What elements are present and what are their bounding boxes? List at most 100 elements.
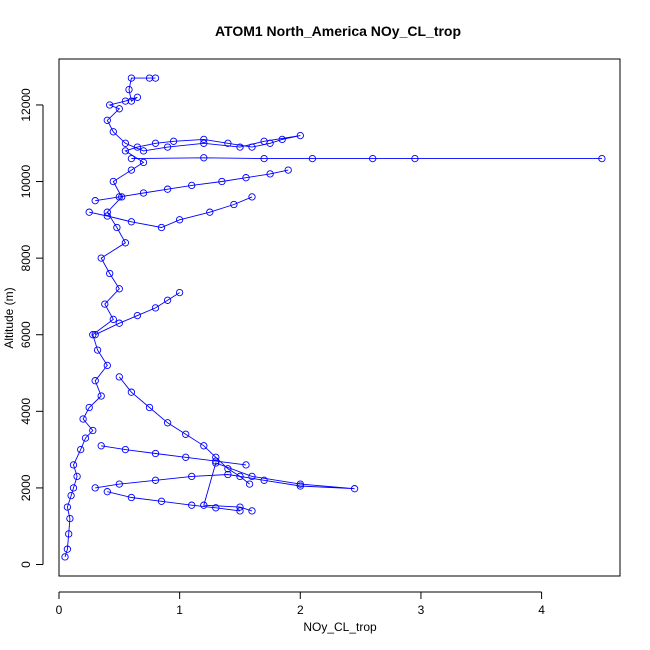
data-point [260, 476, 268, 484]
data-point [91, 377, 99, 385]
data-point [188, 501, 196, 509]
data-point [248, 507, 256, 515]
data-point [85, 403, 93, 412]
series-9 [91, 288, 184, 339]
series-3 [103, 488, 244, 515]
data-point [151, 449, 160, 458]
data-point [350, 485, 359, 493]
data-point [66, 514, 74, 523]
series-line [89, 196, 253, 228]
data-point [113, 223, 121, 232]
series-layer [61, 74, 606, 561]
data-point [127, 166, 136, 174]
data-point [103, 208, 111, 216]
y-tick-label: 0 [19, 561, 33, 568]
data-point [115, 319, 123, 327]
data-point [101, 300, 109, 308]
data-point [157, 497, 166, 505]
data-point [169, 137, 178, 145]
series-2 [91, 459, 359, 515]
data-point [151, 139, 160, 147]
data-point [151, 304, 160, 312]
data-point [224, 139, 232, 147]
data-point [151, 476, 160, 484]
series-line [107, 491, 241, 512]
series-7 [127, 154, 606, 163]
data-point [115, 285, 123, 293]
data-point [212, 453, 220, 461]
series-5 [85, 193, 256, 232]
data-point [163, 296, 172, 304]
y-tick-label: 6000 [19, 321, 33, 348]
data-point [163, 419, 172, 427]
data-point [91, 484, 99, 492]
data-point [411, 154, 419, 163]
data-point [224, 465, 232, 473]
data-point [212, 504, 220, 512]
data-point [106, 269, 114, 278]
data-point [91, 331, 99, 339]
data-point [248, 193, 256, 201]
chart-title: ATOM1 North_America NOy_CL_trop [215, 23, 461, 39]
data-point [369, 154, 377, 163]
data-point [212, 459, 220, 467]
data-point [89, 426, 97, 435]
plot-frame [58, 58, 621, 577]
x-tick-label: 2 [297, 603, 304, 617]
data-point [242, 174, 250, 182]
data-point [296, 131, 304, 140]
data-point [139, 189, 148, 197]
data-point [127, 154, 136, 163]
data-point [127, 388, 136, 396]
data-point [115, 480, 123, 488]
data-point [97, 392, 105, 400]
y-tick-label: 8000 [19, 244, 33, 271]
data-point [69, 484, 78, 492]
data-point [230, 200, 238, 209]
data-point [175, 216, 184, 224]
data-point [121, 239, 130, 247]
data-point [236, 472, 244, 481]
data-point [236, 507, 244, 515]
data-point [296, 480, 304, 488]
data-point [133, 93, 142, 101]
data-point [127, 493, 136, 502]
x-tick-label: 1 [176, 603, 183, 617]
data-point [103, 116, 111, 124]
data-point [109, 177, 117, 186]
series-4 [97, 442, 250, 469]
data-point [248, 472, 256, 481]
data-point [69, 461, 78, 469]
data-point [139, 147, 148, 155]
data-point [85, 208, 93, 216]
data-point [163, 143, 172, 151]
data-point [296, 482, 304, 490]
y-tick-label: 4000 [19, 398, 33, 425]
series-8 [115, 373, 254, 488]
data-point [245, 480, 254, 488]
x-tick-label: 0 [56, 603, 63, 617]
data-point [260, 137, 268, 145]
y-tick-label: 10000 [19, 165, 33, 199]
data-point [67, 491, 75, 500]
series-line [95, 292, 180, 336]
data-point [163, 185, 172, 193]
data-point [308, 154, 317, 163]
data-point [61, 553, 69, 561]
data-point [77, 445, 85, 454]
data-point [248, 143, 256, 151]
series-line [95, 462, 355, 512]
data-point [224, 470, 232, 479]
data-point [218, 177, 226, 186]
data-point [278, 135, 286, 144]
data-point [133, 311, 142, 320]
data-point [139, 158, 148, 167]
data-point [79, 415, 87, 423]
y-axis: 0 2000 4000 6000 8000 10000 12000 [19, 88, 44, 568]
data-point [206, 208, 214, 216]
data-point [200, 442, 208, 450]
series-line [64, 77, 301, 558]
data-point [236, 143, 244, 151]
data-point [103, 212, 111, 220]
data-point [115, 373, 123, 381]
